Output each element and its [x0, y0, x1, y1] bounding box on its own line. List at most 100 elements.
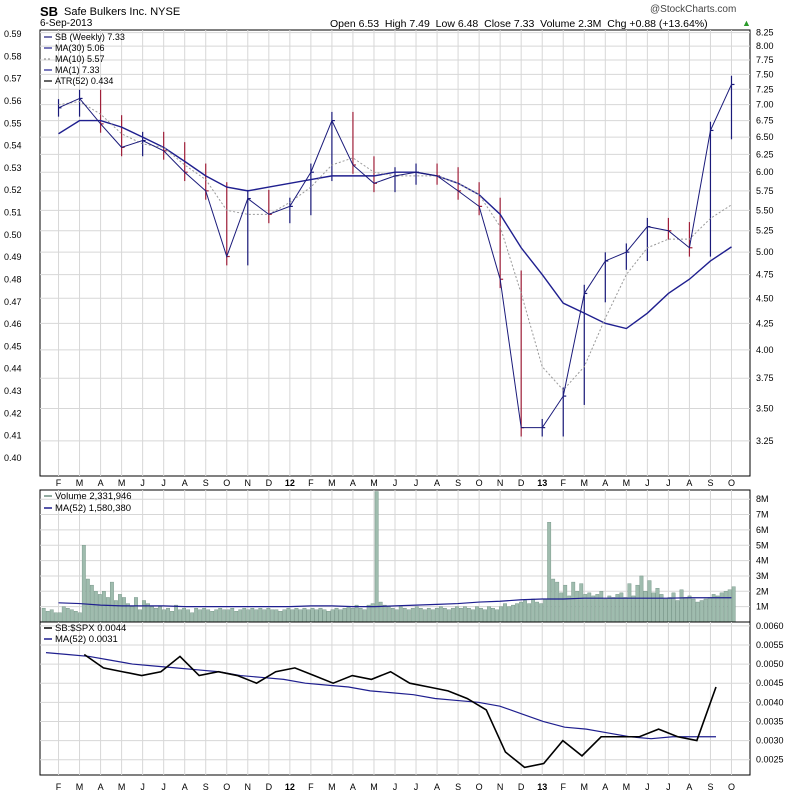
y-tick-label: 0.0040: [756, 697, 784, 707]
x-tick-label: F: [308, 478, 314, 488]
volume-bar: [547, 522, 552, 623]
volume-bar: [282, 609, 287, 623]
x-tick-label: A: [434, 478, 440, 488]
volume-bar: [471, 609, 475, 623]
volume-bar: [390, 607, 395, 623]
volume-bar: [89, 584, 94, 623]
ma1-line: [58, 84, 732, 429]
x-tick-label: M: [370, 478, 378, 488]
x-tick-label: O: [728, 478, 735, 488]
volume-bar: [162, 609, 166, 623]
x-tick-label: A: [182, 782, 188, 792]
volume-bar: [206, 609, 211, 623]
volume-bar: [298, 609, 303, 623]
volume-bar: [378, 601, 383, 623]
y-left-tick-label: 0.58: [4, 51, 22, 61]
volume-bar: [479, 607, 483, 623]
volume-bar: [607, 595, 612, 623]
y-left-tick-label: 0.54: [4, 141, 22, 151]
x-tick-label: 12: [285, 782, 295, 792]
volume-bar: [270, 609, 275, 623]
volume-bar: [543, 598, 548, 623]
y-right-tick-label: 4.50: [756, 293, 774, 303]
volume-bar: [731, 586, 736, 623]
volume-bar: [434, 607, 439, 623]
volume-bar: [459, 607, 463, 623]
volume-bar: [166, 607, 170, 623]
x-tick-label: J: [645, 782, 650, 792]
volume-bar: [567, 595, 572, 623]
x-tick-label: J: [161, 478, 166, 488]
volume-bar: [555, 581, 560, 623]
volume-bar: [134, 597, 138, 623]
y-tick-label: 5M: [756, 540, 769, 550]
volume-bar: [531, 598, 536, 623]
volume-bar: [81, 545, 86, 623]
y-right-tick-label: 7.00: [756, 100, 774, 110]
volume-bar: [707, 597, 712, 623]
legend-entry: ATR(52) 0.434: [55, 76, 113, 86]
volume-bar: [109, 581, 114, 623]
volume-bar: [631, 595, 636, 623]
y-left-tick-label: 0.41: [4, 431, 22, 441]
x-tick-label: N: [245, 782, 252, 792]
volume-bar: [374, 491, 379, 623]
y-tick-label: 6M: [756, 525, 769, 535]
volume-bar: [158, 606, 162, 623]
x-tick-label: O: [476, 478, 483, 488]
volume-bar: [611, 597, 616, 623]
y-right-tick-label: 3.50: [756, 403, 774, 413]
y-right-tick-label: 7.75: [756, 55, 774, 65]
volume-bar: [77, 612, 82, 623]
volume-bar: [410, 607, 415, 623]
volume-bar: [442, 607, 447, 623]
volume-bar: [150, 606, 154, 623]
header-symbol: SB: [40, 4, 59, 19]
legend-entry: MA(52) 0.0031: [55, 634, 118, 645]
price-panel: 8.25 8.00 7.75 7.50 7.25 7.00 6.75 6.50 6.25 6.00…: [4, 28, 774, 477]
volume-bar: [691, 598, 696, 623]
volume-bar: [330, 609, 335, 623]
volume-bar: [130, 606, 134, 623]
volume-bar: [635, 584, 640, 623]
volume-bar: [49, 609, 54, 623]
x-tick-label: J: [645, 478, 650, 488]
volume-bar: [587, 592, 592, 623]
y-right-tick-label: 5.50: [756, 205, 774, 215]
volume-bar: [406, 609, 411, 623]
volume-bar: [362, 609, 367, 623]
volume-bar: [174, 604, 178, 623]
x-tick-label: J: [393, 782, 398, 792]
volume-bar: [523, 600, 527, 623]
volume-bar: [503, 603, 507, 623]
y-left-tick-label: 0.51: [4, 208, 22, 218]
volume-bar: [346, 606, 351, 623]
y-tick-label: 0.0030: [756, 736, 784, 746]
volume-bar: [495, 609, 499, 623]
volume-bar: [483, 609, 487, 623]
volume-bar: [198, 609, 203, 623]
volume-bar: [519, 601, 523, 623]
volume-bar: [122, 597, 126, 623]
y-left-tick-label: 0.55: [4, 118, 22, 128]
y-right-tick-label: 3.25: [756, 436, 774, 446]
volume-bar: [238, 609, 243, 623]
y-left-tick-label: 0.56: [4, 96, 22, 106]
volume-bar: [226, 609, 231, 623]
y-right-tick-label: 8.00: [756, 41, 774, 51]
volume-bar: [563, 584, 568, 623]
y-left-tick-label: 0.46: [4, 319, 22, 329]
y-right-tick-label: 4.00: [756, 345, 774, 355]
x-tick-label: F: [560, 478, 566, 488]
y-right-tick-label: 6.00: [756, 167, 774, 177]
volume-bar: [178, 609, 183, 623]
volume-bar: [575, 591, 580, 623]
x-tick-label: A: [602, 782, 608, 792]
volume-bar: [214, 609, 219, 623]
x-tick-label: 12: [285, 478, 295, 488]
y-left-tick-label: 0.45: [4, 341, 22, 351]
y-tick-label: 8M: [756, 494, 769, 504]
y-left-tick-label: 0.48: [4, 274, 22, 284]
volume-bar: [535, 601, 540, 623]
